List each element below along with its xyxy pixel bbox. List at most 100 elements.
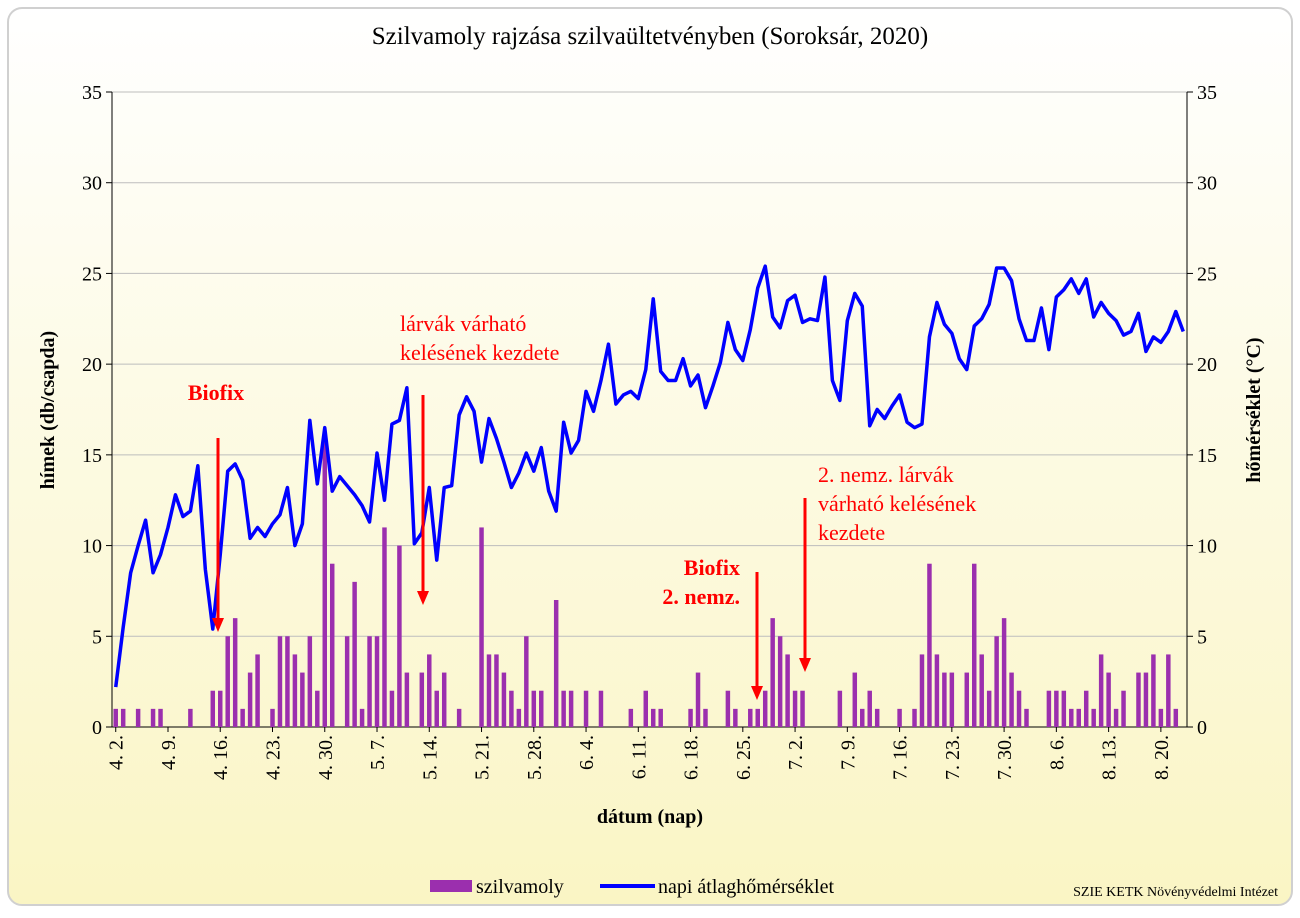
bar	[359, 708, 365, 727]
bar	[733, 708, 738, 727]
x-tick-label: 7. 23.	[942, 735, 964, 780]
y-axis-label: hímek (db/csapda)	[37, 331, 59, 489]
bar	[748, 708, 753, 727]
bar	[1076, 708, 1081, 727]
bar	[874, 708, 880, 727]
x-tick-label: 4. 30.	[315, 735, 337, 780]
bar	[509, 690, 514, 727]
bar	[456, 708, 462, 727]
bar	[934, 654, 940, 727]
bar	[1113, 708, 1119, 727]
chart-background	[7, 7, 1293, 906]
bar	[188, 708, 193, 727]
annotation-arrowhead	[417, 591, 429, 605]
y-tick-label: 0	[92, 717, 102, 739]
x-tick-label: 5. 21.	[472, 735, 494, 780]
bar	[382, 527, 387, 727]
bar	[1009, 672, 1014, 727]
bar	[583, 690, 589, 727]
annotation: kezdete	[818, 520, 885, 545]
bar	[785, 654, 790, 727]
annotation: várható kelésének	[818, 491, 976, 516]
bar	[598, 690, 604, 727]
bar	[516, 708, 522, 727]
annotation-arrowhead	[799, 658, 811, 672]
bar	[1151, 654, 1156, 727]
bar	[695, 672, 701, 727]
bar	[1173, 708, 1179, 727]
bar	[135, 708, 141, 727]
annotation: 2. nemz. lárvák	[818, 462, 954, 487]
bar	[942, 672, 947, 727]
bar	[1166, 654, 1171, 727]
bar	[800, 690, 805, 727]
bar	[852, 672, 858, 727]
bar	[1046, 690, 1052, 727]
annotation: Biofix	[188, 380, 244, 405]
x-axis-label: dátum (nap)	[597, 806, 703, 828]
line	[113, 264, 1185, 688]
bar	[1098, 654, 1104, 727]
bar	[912, 708, 917, 727]
bar	[531, 690, 537, 727]
chart-title: Szilvamoly rajzása szilvaültetvényben (S…	[372, 23, 928, 50]
bar	[837, 690, 843, 727]
x-tick-label: 5. 14.	[419, 735, 441, 780]
x-tick-label: 4. 9.	[158, 735, 180, 770]
bar	[524, 636, 529, 727]
annotation: Biofix	[684, 555, 740, 580]
bar	[1016, 690, 1022, 727]
y-tick-label: 20	[82, 354, 102, 376]
bar	[285, 636, 290, 727]
bar	[1083, 690, 1089, 727]
bar	[322, 436, 327, 727]
bar	[553, 600, 559, 727]
bar	[247, 672, 253, 727]
y2-tick-label: 35	[1197, 82, 1217, 104]
bar	[1121, 690, 1126, 727]
bar	[210, 690, 216, 727]
bar	[979, 654, 984, 727]
x-tick-label: 7. 9.	[837, 735, 859, 770]
annotation: kelésének kezdete	[400, 340, 559, 365]
bar	[1091, 708, 1096, 727]
bar	[650, 708, 656, 727]
bar	[218, 690, 223, 727]
bar	[344, 636, 350, 727]
bar	[374, 636, 380, 727]
legend-key	[430, 880, 472, 892]
bar	[628, 708, 634, 727]
annotation-arrowhead	[212, 618, 224, 632]
bar	[860, 708, 865, 727]
x-tick-label: 6. 4.	[576, 735, 598, 770]
bar	[352, 581, 357, 727]
x-tick-label: 8. 6.	[1046, 735, 1068, 770]
bar	[441, 672, 447, 727]
legend-label: szilvamoly	[476, 876, 564, 898]
bar	[568, 690, 574, 727]
bar	[994, 636, 999, 727]
bar	[1158, 708, 1164, 727]
bar	[427, 654, 432, 727]
bar	[1143, 672, 1149, 727]
bar	[225, 636, 230, 727]
bar	[307, 636, 313, 727]
bar	[949, 672, 955, 727]
bar	[494, 654, 499, 727]
bar	[755, 708, 760, 727]
bar	[158, 708, 163, 727]
bar	[972, 563, 977, 727]
x-tick-label: 6. 11.	[628, 735, 650, 779]
bar	[277, 636, 283, 727]
bar	[919, 654, 925, 727]
x-tick-label: 5. 7.	[367, 735, 389, 770]
bar	[486, 654, 492, 727]
bar	[501, 672, 507, 727]
bar	[315, 690, 320, 727]
x-tick-label: 5. 28.	[524, 735, 546, 780]
bar	[367, 636, 372, 727]
x-tick-label: 8. 20.	[1151, 735, 1173, 780]
bar	[658, 708, 663, 727]
